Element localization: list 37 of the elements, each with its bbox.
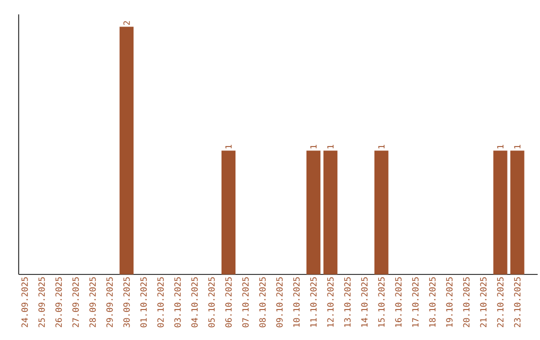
- x-tick-label: 13.10.2025: [344, 277, 351, 327]
- x-tick-label: 28.09.2025: [89, 277, 96, 328]
- x-tick-label: 24.09.2025: [21, 277, 28, 328]
- x-tick-label: 06.10.2025: [225, 277, 232, 328]
- data-label: 1: [310, 144, 317, 148]
- x-tick-label: 27.09.2025: [72, 277, 79, 328]
- x-tick-label: 17.10.2025: [412, 277, 419, 327]
- x-tick-label: 02.10.2025: [157, 277, 164, 328]
- x-tick-label: 12.10.2025: [327, 277, 334, 327]
- x-tick-label: 29.09.2025: [106, 277, 113, 328]
- x-tick-label: 15.10.2025: [378, 277, 385, 327]
- x-tick-label: 11.10.2025: [310, 277, 317, 327]
- x-tick-label: 20.10.2025: [463, 277, 470, 328]
- x-tick-label: 09.10.2025: [276, 277, 283, 328]
- data-label: 1: [514, 144, 520, 148]
- x-tick-label: 25.09.2025: [38, 277, 45, 328]
- x-tick-label: 16.10.2025: [395, 277, 402, 327]
- data-label: 2: [123, 21, 130, 25]
- x-tick-label: 07.10.2025: [242, 277, 249, 328]
- x-tick-label: 03.10.2025: [174, 277, 181, 328]
- x-tick-label: 19.10.2025: [446, 277, 453, 327]
- x-tick-label: 18.10.2025: [429, 277, 436, 327]
- x-tick-label: 05.10.2025: [208, 277, 215, 328]
- data-label: 1: [497, 144, 504, 148]
- x-tick-label: 14.10.2025: [361, 277, 368, 327]
- x-tick-label: 23.10.2025: [514, 277, 521, 328]
- data-label: 1: [225, 144, 232, 148]
- x-tick-label: 22.10.2025: [497, 277, 504, 328]
- x-tick-label: 10.10.2025: [293, 277, 300, 327]
- x-tick-label: 21.10.2025: [480, 277, 487, 328]
- x-tick-label: 04.10.2025: [191, 277, 198, 328]
- x-tick-label: 08.10.2025: [259, 277, 266, 328]
- data-label: 1: [327, 144, 334, 148]
- x-tick-label: 01.10.2025: [140, 277, 147, 328]
- x-tick-label: 30.09.2025: [123, 277, 130, 328]
- data-label: 1: [378, 144, 384, 148]
- x-tick-label: 26.09.2025: [55, 277, 62, 328]
